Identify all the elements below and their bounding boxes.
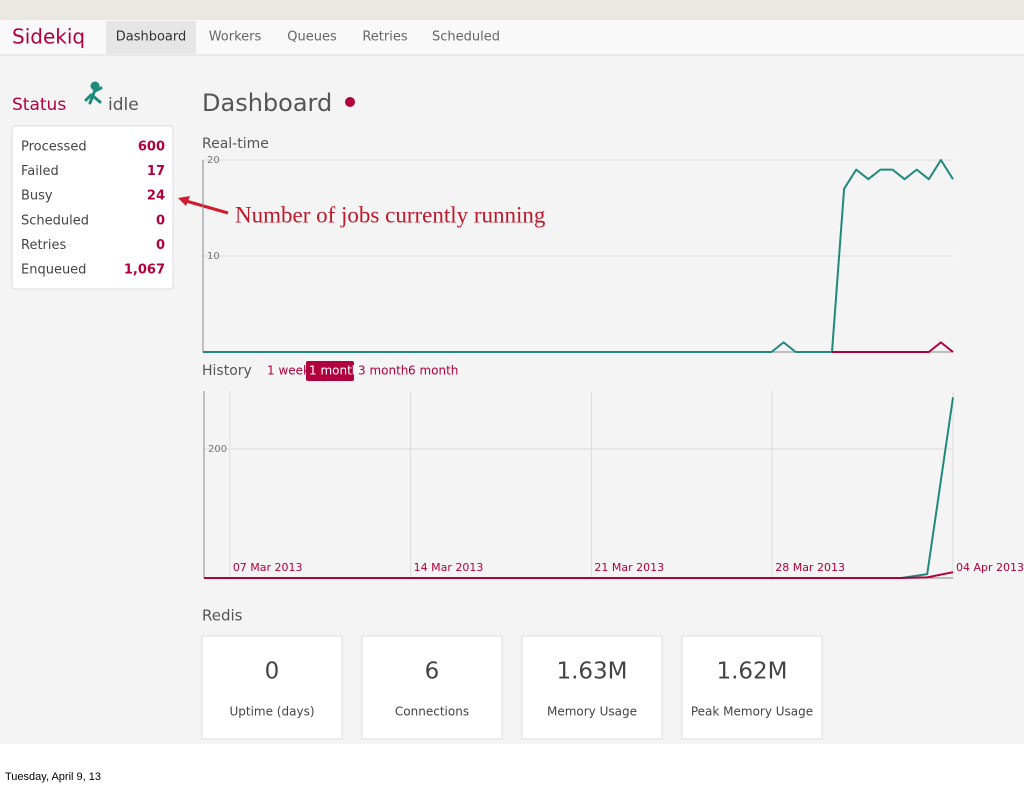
range-button[interactable]: 3 month xyxy=(358,364,408,378)
active-tab xyxy=(106,21,196,54)
redis-box xyxy=(361,635,503,740)
stat-value: 0 xyxy=(156,213,165,228)
footer: Tuesday, April 9, 13 xyxy=(5,771,101,783)
annotation: Number of jobs currently running xyxy=(235,202,546,227)
redis-label: Uptime (days) xyxy=(229,705,314,719)
arrow xyxy=(185,199,229,215)
live-dot xyxy=(345,97,355,107)
stat-label: Scheduled xyxy=(21,213,89,228)
stat-value: 24 xyxy=(147,189,165,204)
y-tick-label: 200 xyxy=(208,444,227,455)
stat-label: Failed xyxy=(21,164,59,179)
status-title: Status xyxy=(12,95,66,115)
stat-label: Busy xyxy=(21,189,53,204)
chart-title: History xyxy=(202,363,252,379)
redis-box xyxy=(521,635,663,740)
redis-label: Connections xyxy=(395,705,469,719)
x-tick-label: 14 Mar 2013 xyxy=(414,561,484,574)
x-tick-label: 28 Mar 2013 xyxy=(775,561,845,574)
stats-box xyxy=(11,125,174,290)
y-tick-label: 20 xyxy=(207,155,220,166)
status-icon xyxy=(84,81,103,105)
x-tick-label: 04 Apr 2013 xyxy=(956,561,1024,574)
brand[interactable]: Sidekiq xyxy=(12,25,85,49)
nav-tab[interactable]: Dashboard xyxy=(116,30,187,45)
stat-value: 1,067 xyxy=(124,263,165,278)
range-button[interactable]: 1 month xyxy=(309,364,359,378)
stat-value: 600 xyxy=(138,140,165,155)
x-tick-label: 07 Mar 2013 xyxy=(233,561,303,574)
stat-label: Enqueued xyxy=(21,263,86,278)
stat-value: 0 xyxy=(156,238,165,253)
status-state: idle xyxy=(108,95,139,115)
stat-value: 17 xyxy=(147,164,165,179)
series-line xyxy=(204,571,954,579)
nav-tab[interactable]: Workers xyxy=(209,30,262,45)
nav-tab[interactable]: Scheduled xyxy=(432,30,500,45)
nav-tab[interactable]: Queues xyxy=(287,30,337,45)
redis-value: 6 xyxy=(425,659,440,685)
stat-label: Retries xyxy=(21,238,66,253)
range-button[interactable]: 6 month xyxy=(408,364,458,378)
redis-label: Memory Usage xyxy=(547,705,637,719)
arrow-head xyxy=(178,196,190,206)
redis-box xyxy=(681,635,823,740)
redis-value: 0 xyxy=(265,659,280,685)
redis-label: Peak Memory Usage xyxy=(691,705,813,719)
footer-area xyxy=(0,744,1024,788)
y-tick-label: 10 xyxy=(207,251,220,262)
dashboard-title: Dashboard xyxy=(202,89,332,117)
redis-title: Redis xyxy=(202,607,243,625)
range-button[interactable]: 1 week xyxy=(267,364,310,378)
range-active xyxy=(306,361,354,381)
redis-value: 1.63M xyxy=(556,659,627,685)
redis-box xyxy=(201,635,343,740)
x-tick-label: 21 Mar 2013 xyxy=(594,561,664,574)
redis-value: 1.62M xyxy=(716,659,787,685)
chart-title: Real-time xyxy=(202,136,269,152)
series-line xyxy=(203,159,954,353)
stat-label: Processed xyxy=(21,140,87,155)
series-line xyxy=(832,341,954,353)
nav-tab[interactable]: Retries xyxy=(362,30,407,45)
